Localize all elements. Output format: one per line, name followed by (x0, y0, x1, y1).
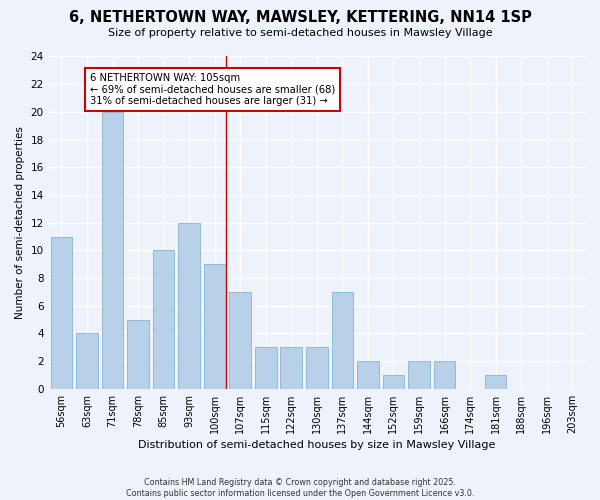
Text: 6 NETHERTOWN WAY: 105sqm
← 69% of semi-detached houses are smaller (68)
31% of s: 6 NETHERTOWN WAY: 105sqm ← 69% of semi-d… (89, 73, 335, 106)
Bar (127, 320, 149, 389)
Bar (255, 348, 277, 389)
Text: Contains HM Land Registry data © Crown copyright and database right 2025.
Contai: Contains HM Land Registry data © Crown c… (126, 478, 474, 498)
Bar (434, 361, 455, 389)
Bar (306, 348, 328, 389)
Bar (408, 361, 430, 389)
X-axis label: Distribution of semi-detached houses by size in Mawsley Village: Distribution of semi-detached houses by … (138, 440, 496, 450)
Text: 6, NETHERTOWN WAY, MAWSLEY, KETTERING, NN14 1SP: 6, NETHERTOWN WAY, MAWSLEY, KETTERING, N… (68, 10, 532, 25)
Bar (101, 112, 124, 389)
Text: Size of property relative to semi-detached houses in Mawsley Village: Size of property relative to semi-detach… (107, 28, 493, 38)
Bar (204, 264, 226, 389)
Bar (485, 375, 506, 389)
Bar (280, 348, 302, 389)
Bar (50, 236, 72, 389)
Y-axis label: Number of semi-detached properties: Number of semi-detached properties (15, 126, 25, 319)
Bar (153, 250, 175, 389)
Bar (357, 361, 379, 389)
Bar (383, 375, 404, 389)
Bar (76, 334, 98, 389)
Bar (229, 292, 251, 389)
Bar (332, 292, 353, 389)
Bar (178, 222, 200, 389)
